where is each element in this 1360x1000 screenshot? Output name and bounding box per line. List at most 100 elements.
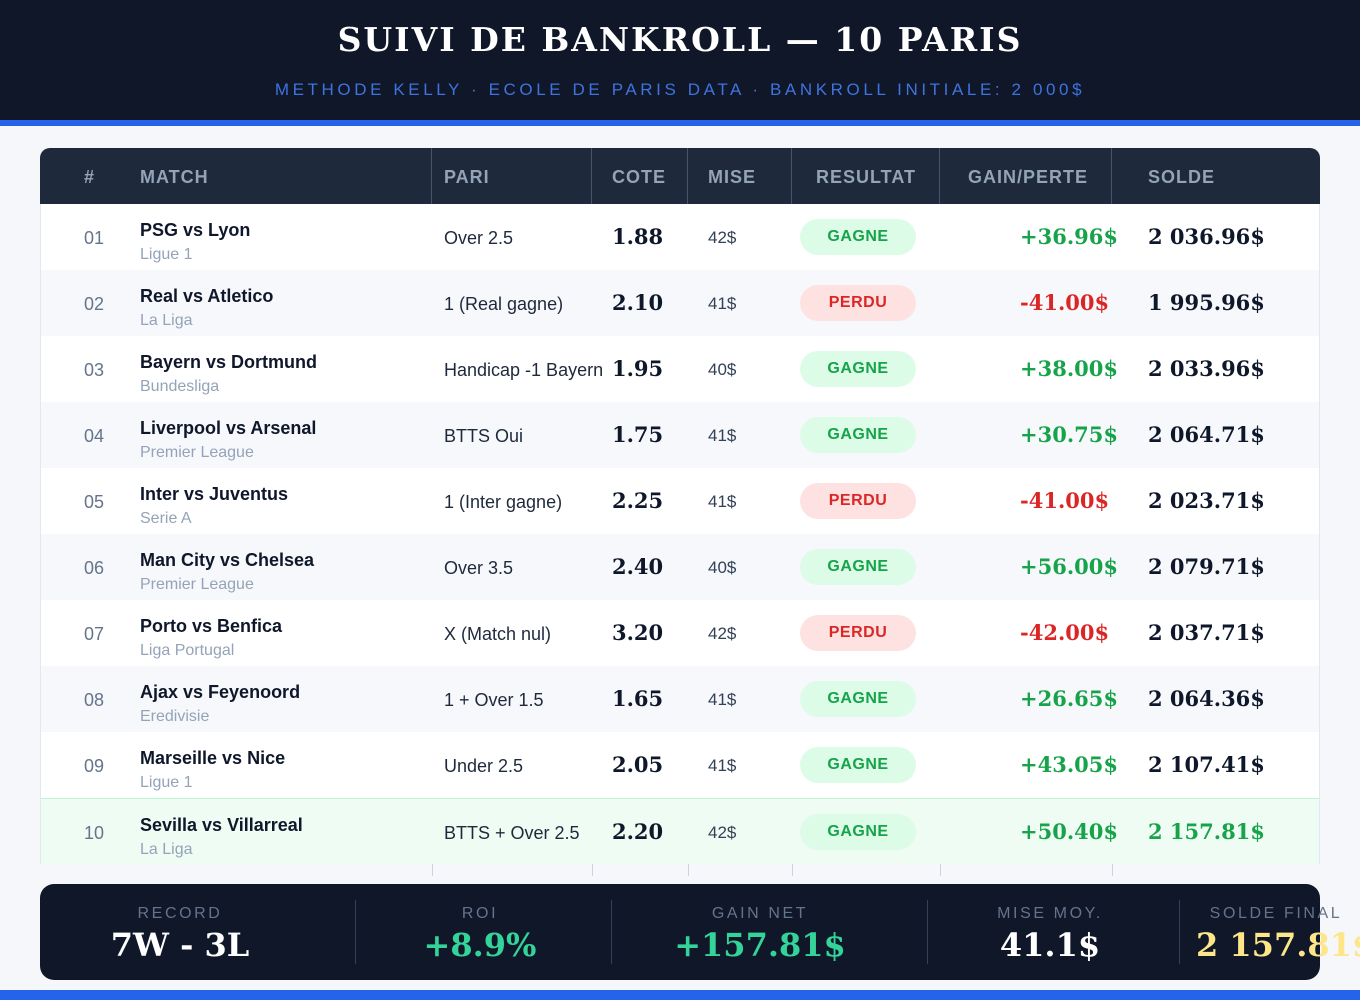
bet-type: X (Match nul) [444,624,552,644]
row-number: 08 [84,690,105,710]
bet-type: 1 (Inter gagne) [444,492,563,512]
stat-value: +8.9% [423,926,537,964]
stake-value: 41$ [708,426,737,445]
odds-value: 2.40 [612,554,664,579]
bet-type: Over 3.5 [444,558,514,578]
column-divider [592,864,593,876]
odds-value: 1.75 [612,422,664,447]
league-name: Ligue 1 [140,774,193,791]
table-row[interactable]: 05 Inter vs Juventus Serie A 1 (Inter ga… [41,468,1319,534]
row-number: 02 [84,294,105,314]
league-name: La Liga [140,312,193,329]
table-row[interactable]: 09 Marseille vs Nice Ligue 1 Under 2.5 2… [41,732,1319,798]
table-row[interactable]: 06 Man City vs Chelsea Premier League Ov… [41,534,1319,600]
row-number: 03 [84,360,105,380]
odds-value: 2.10 [612,290,664,315]
row-number: 07 [84,624,105,644]
summary-divider [927,900,928,964]
result-badge: GAGNE [800,219,916,255]
stat-label: MISE MOY. [997,905,1103,922]
column-header-match: MATCH [140,167,209,187]
bet-type: Under 2.5 [444,756,524,776]
stake-value: 42$ [708,228,737,247]
stat-value: 41.1$ [999,926,1101,964]
table-row[interactable]: 07 Porto vs Benfica Liga Portugal X (Mat… [41,600,1319,666]
balance-value: 2 079.71$ [1148,554,1265,579]
table-header: # MATCH PARI COTE MISE RESULTAT GAIN/PER… [40,148,1320,204]
result-badge: GAGNE [800,351,916,387]
stat-value: 2 157.81$ [1196,926,1360,964]
odds-value: 1.88 [612,224,664,249]
row-number: 05 [84,492,105,512]
league-name: Eredivisie [140,708,210,725]
pnl-value: +43.05$ [1020,752,1118,777]
league-name: Liga Portugal [140,642,235,659]
pnl-value: -41.00$ [1020,290,1110,315]
balance-value: 2 107.41$ [1148,752,1265,777]
pnl-value: +50.40$ [1020,819,1118,844]
bet-type: BTTS + Over 2.5 [444,823,580,843]
summary-panel: RECORD 7W - 3L ROI +8.9% GAIN NET +157.8… [40,884,1360,980]
row-number: 06 [84,558,105,578]
stake-value: 40$ [708,360,737,379]
league-name: Ligue 1 [140,246,193,263]
page-subtitle: METHODE KELLY · ECOLE DE PARIS DATA · BA… [274,80,1086,99]
column-divider [1111,148,1112,204]
stake-value: 41$ [708,294,737,313]
row-number: 09 [84,756,105,776]
match-name: Porto vs Benfica [140,616,283,636]
stat-net-gain: GAIN NET +157.81$ [640,884,880,980]
odds-value: 2.05 [612,752,664,777]
summary-divider [611,900,612,964]
pnl-value: +38.00$ [1020,356,1118,381]
balance-value: 2 064.71$ [1148,422,1265,447]
stake-value: 41$ [708,492,737,511]
match-name: Real vs Atletico [140,286,274,306]
match-name: PSG vs Lyon [140,220,251,240]
row-number: 04 [84,426,105,446]
pnl-value: +56.00$ [1020,554,1118,579]
match-name: Bayern vs Dortmund [140,352,318,372]
page-title: SUIVI DE BANKROLL — 10 PARIS [337,20,1023,59]
table-row[interactable]: 04 Liverpool vs Arsenal Premier League B… [41,402,1319,468]
table-row-highlighted[interactable]: 10 Sevilla vs Villarreal La Liga BTTS + … [41,798,1319,864]
column-divider [687,148,688,204]
table-row[interactable]: 08 Ajax vs Feyenoord Eredivisie 1 + Over… [41,666,1319,732]
balance-value: 2 157.81$ [1148,819,1265,844]
column-divider [591,148,592,204]
result-badge: GAGNE [800,814,916,850]
result-badge: PERDU [800,285,916,321]
balance-value: 2 033.96$ [1148,356,1265,381]
bet-type: BTTS Oui [444,426,524,446]
column-header-stake: MISE [708,167,757,187]
stat-value: +157.81$ [674,926,846,964]
match-name: Sevilla vs Villarreal [140,815,303,835]
table-row[interactable]: 02 Real vs Atletico La Liga 1 (Real gagn… [41,270,1319,336]
table-row[interactable]: 03 Bayern vs Dortmund Bundesliga Handica… [41,336,1319,402]
stake-value: 40$ [708,558,737,577]
stat-label: ROI [461,905,499,922]
column-divider [431,148,432,204]
row-number: 01 [84,228,105,248]
bet-type: 1 (Real gagne) [444,294,564,314]
column-header-balance: SOLDE [1148,167,1216,187]
column-header-pnl: GAIN/PERTE [968,167,1089,187]
result-badge: GAGNE [800,747,916,783]
pnl-value: +36.96$ [1020,224,1118,249]
match-name: Man City vs Chelsea [140,550,315,570]
column-divider [940,864,941,876]
result-badge: GAGNE [800,417,916,453]
match-name: Marseille vs Nice [140,748,286,768]
league-name: La Liga [140,841,193,858]
pnl-value: +30.75$ [1020,422,1118,447]
balance-value: 2 037.71$ [1148,620,1265,645]
column-divider [432,864,433,876]
stat-label: GAIN NET [711,905,809,922]
odds-value: 2.20 [612,819,664,844]
stake-value: 41$ [708,690,737,709]
table-row[interactable]: 01 PSG vs Lyon Ligue 1 Over 2.5 1.88 42$… [41,204,1319,270]
result-badge: PERDU [800,615,916,651]
result-badge: GAGNE [800,681,916,717]
league-name: Premier League [140,576,254,593]
league-name: Serie A [140,510,192,527]
